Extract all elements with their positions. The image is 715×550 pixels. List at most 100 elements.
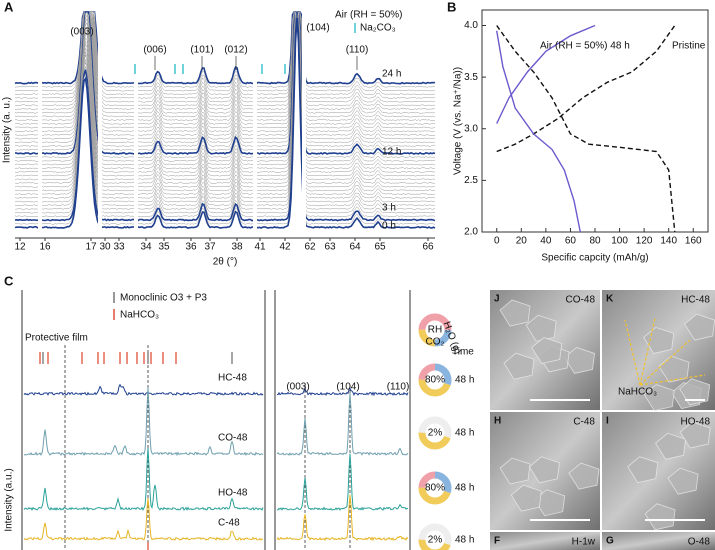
axis-break: [302, 12, 306, 242]
x-tick-label: 16: [39, 242, 51, 253]
key-label: RH: [428, 325, 442, 336]
xrd-curve: [14, 11, 436, 199]
crystal: [499, 457, 531, 485]
annotation: Protective film: [25, 333, 88, 344]
sem-label: C-48: [573, 417, 595, 428]
crystal: [528, 456, 560, 484]
crystal: [534, 489, 566, 517]
crystal: [655, 432, 686, 460]
xrd-trace: [276, 393, 409, 456]
xrd-trace: [277, 453, 409, 511]
donut-segment: [418, 523, 452, 550]
time-label: 12 h: [382, 147, 401, 158]
key-label: CO₂: [426, 337, 445, 348]
xrd-curve: [14, 11, 436, 222]
sem-label: HC-48: [681, 295, 710, 306]
x-tick-label: 80: [589, 236, 601, 247]
x-tick-label: 160: [685, 236, 702, 247]
x-tick-label: 38: [231, 242, 243, 253]
x-tick-label: 30: [99, 242, 111, 253]
xrd-trace: [23, 383, 264, 396]
y-axis-label: Voltage (V (vs. Na⁺/Na)): [453, 67, 464, 175]
xrd-trace: [23, 447, 264, 512]
sample-label: CO-48: [218, 433, 248, 444]
crystal: [679, 421, 711, 449]
condition-rh: 80%: [425, 483, 445, 494]
panel-label: B: [447, 0, 456, 14]
legend-text: Air (RH = 50%): [335, 10, 403, 21]
axis-break: [253, 12, 257, 242]
x-axis-label: Specific capcity (mAh/g): [541, 253, 648, 264]
x-tick-label: 120: [636, 236, 653, 247]
donut-segment: [418, 363, 452, 397]
series-line: [496, 24, 596, 233]
donut-segment: [418, 471, 452, 505]
sem-letter: F: [494, 536, 500, 547]
series-label: Air (RH = 50%) 48 h: [540, 41, 630, 52]
xrd-curve: [14, 11, 435, 195]
series-line: [496, 25, 676, 233]
xrd-curve: [14, 13, 436, 225]
crystal: [563, 346, 595, 374]
y-tick-label: 3.0: [464, 123, 478, 134]
donut-segment: [418, 471, 452, 505]
axis-break: [98, 12, 102, 242]
condition-time: 48 h: [455, 535, 474, 546]
peak-label: (101): [190, 45, 213, 56]
legend-text: Na₂CO₃: [360, 23, 396, 34]
xrd-curve: [14, 11, 436, 166]
peak-label: (110): [387, 382, 410, 393]
time-label: 3 h: [382, 203, 396, 214]
xrd-curve: [14, 11, 436, 181]
annotation-arrow: [639, 317, 656, 386]
sem-letter: G: [606, 536, 614, 547]
sem-image: [602, 532, 715, 550]
axis-break: [134, 12, 138, 242]
sem-letter: J: [494, 294, 500, 305]
donut-segment: [418, 523, 452, 550]
peak-label: (110): [346, 45, 369, 56]
sem-label: CO-48: [566, 295, 596, 306]
x-tick-label: 12: [14, 242, 26, 253]
xrd-curve: [14, 11, 436, 184]
sem-label: HO-48: [681, 417, 711, 428]
y-axis-label: Intensity (a. u.): [2, 97, 13, 163]
y-tick-label: 2.0: [464, 227, 478, 238]
x-tick-label: 100: [611, 236, 628, 247]
condition-time: 48 h: [455, 428, 474, 439]
time-label: 24 h: [382, 69, 401, 80]
series-label: Pristine: [672, 41, 706, 52]
peak-label: (104): [336, 382, 359, 393]
x-tick-label: 62: [304, 242, 316, 253]
xrd-curve: [14, 11, 436, 188]
xrd-curve: [14, 11, 436, 207]
time-label: 0 h: [382, 221, 396, 232]
peak-label: (012): [224, 45, 247, 56]
xrd-fill: [15, 12, 435, 238]
xrd-curve: [14, 11, 436, 192]
x-tick-label: 41: [254, 242, 266, 253]
crystal: [627, 456, 659, 484]
crystal: [679, 378, 711, 406]
sem-letter: I: [606, 416, 609, 427]
crystal: [503, 352, 535, 380]
crystal: [684, 313, 715, 341]
sample-label: HO-48: [218, 488, 248, 499]
sample-label: HC-48: [218, 373, 247, 384]
peak-label: (104): [306, 23, 329, 34]
x-tick-label: 66: [422, 242, 434, 253]
xrd-curve: [14, 11, 436, 177]
donut-segment: [418, 416, 452, 450]
annotation-arrow: [624, 319, 641, 386]
xrd-curve: [14, 11, 436, 203]
crystal: [525, 314, 557, 342]
sem-label: H-1w: [572, 537, 596, 548]
condition-rh: 80%: [425, 375, 445, 386]
y-axis-label: Intensity (a.u.): [4, 468, 15, 531]
sem-letter: H: [494, 416, 501, 427]
x-tick-label: 64: [349, 242, 361, 253]
crystal: [531, 337, 563, 365]
crystal: [510, 484, 542, 512]
crystal: [644, 503, 676, 531]
